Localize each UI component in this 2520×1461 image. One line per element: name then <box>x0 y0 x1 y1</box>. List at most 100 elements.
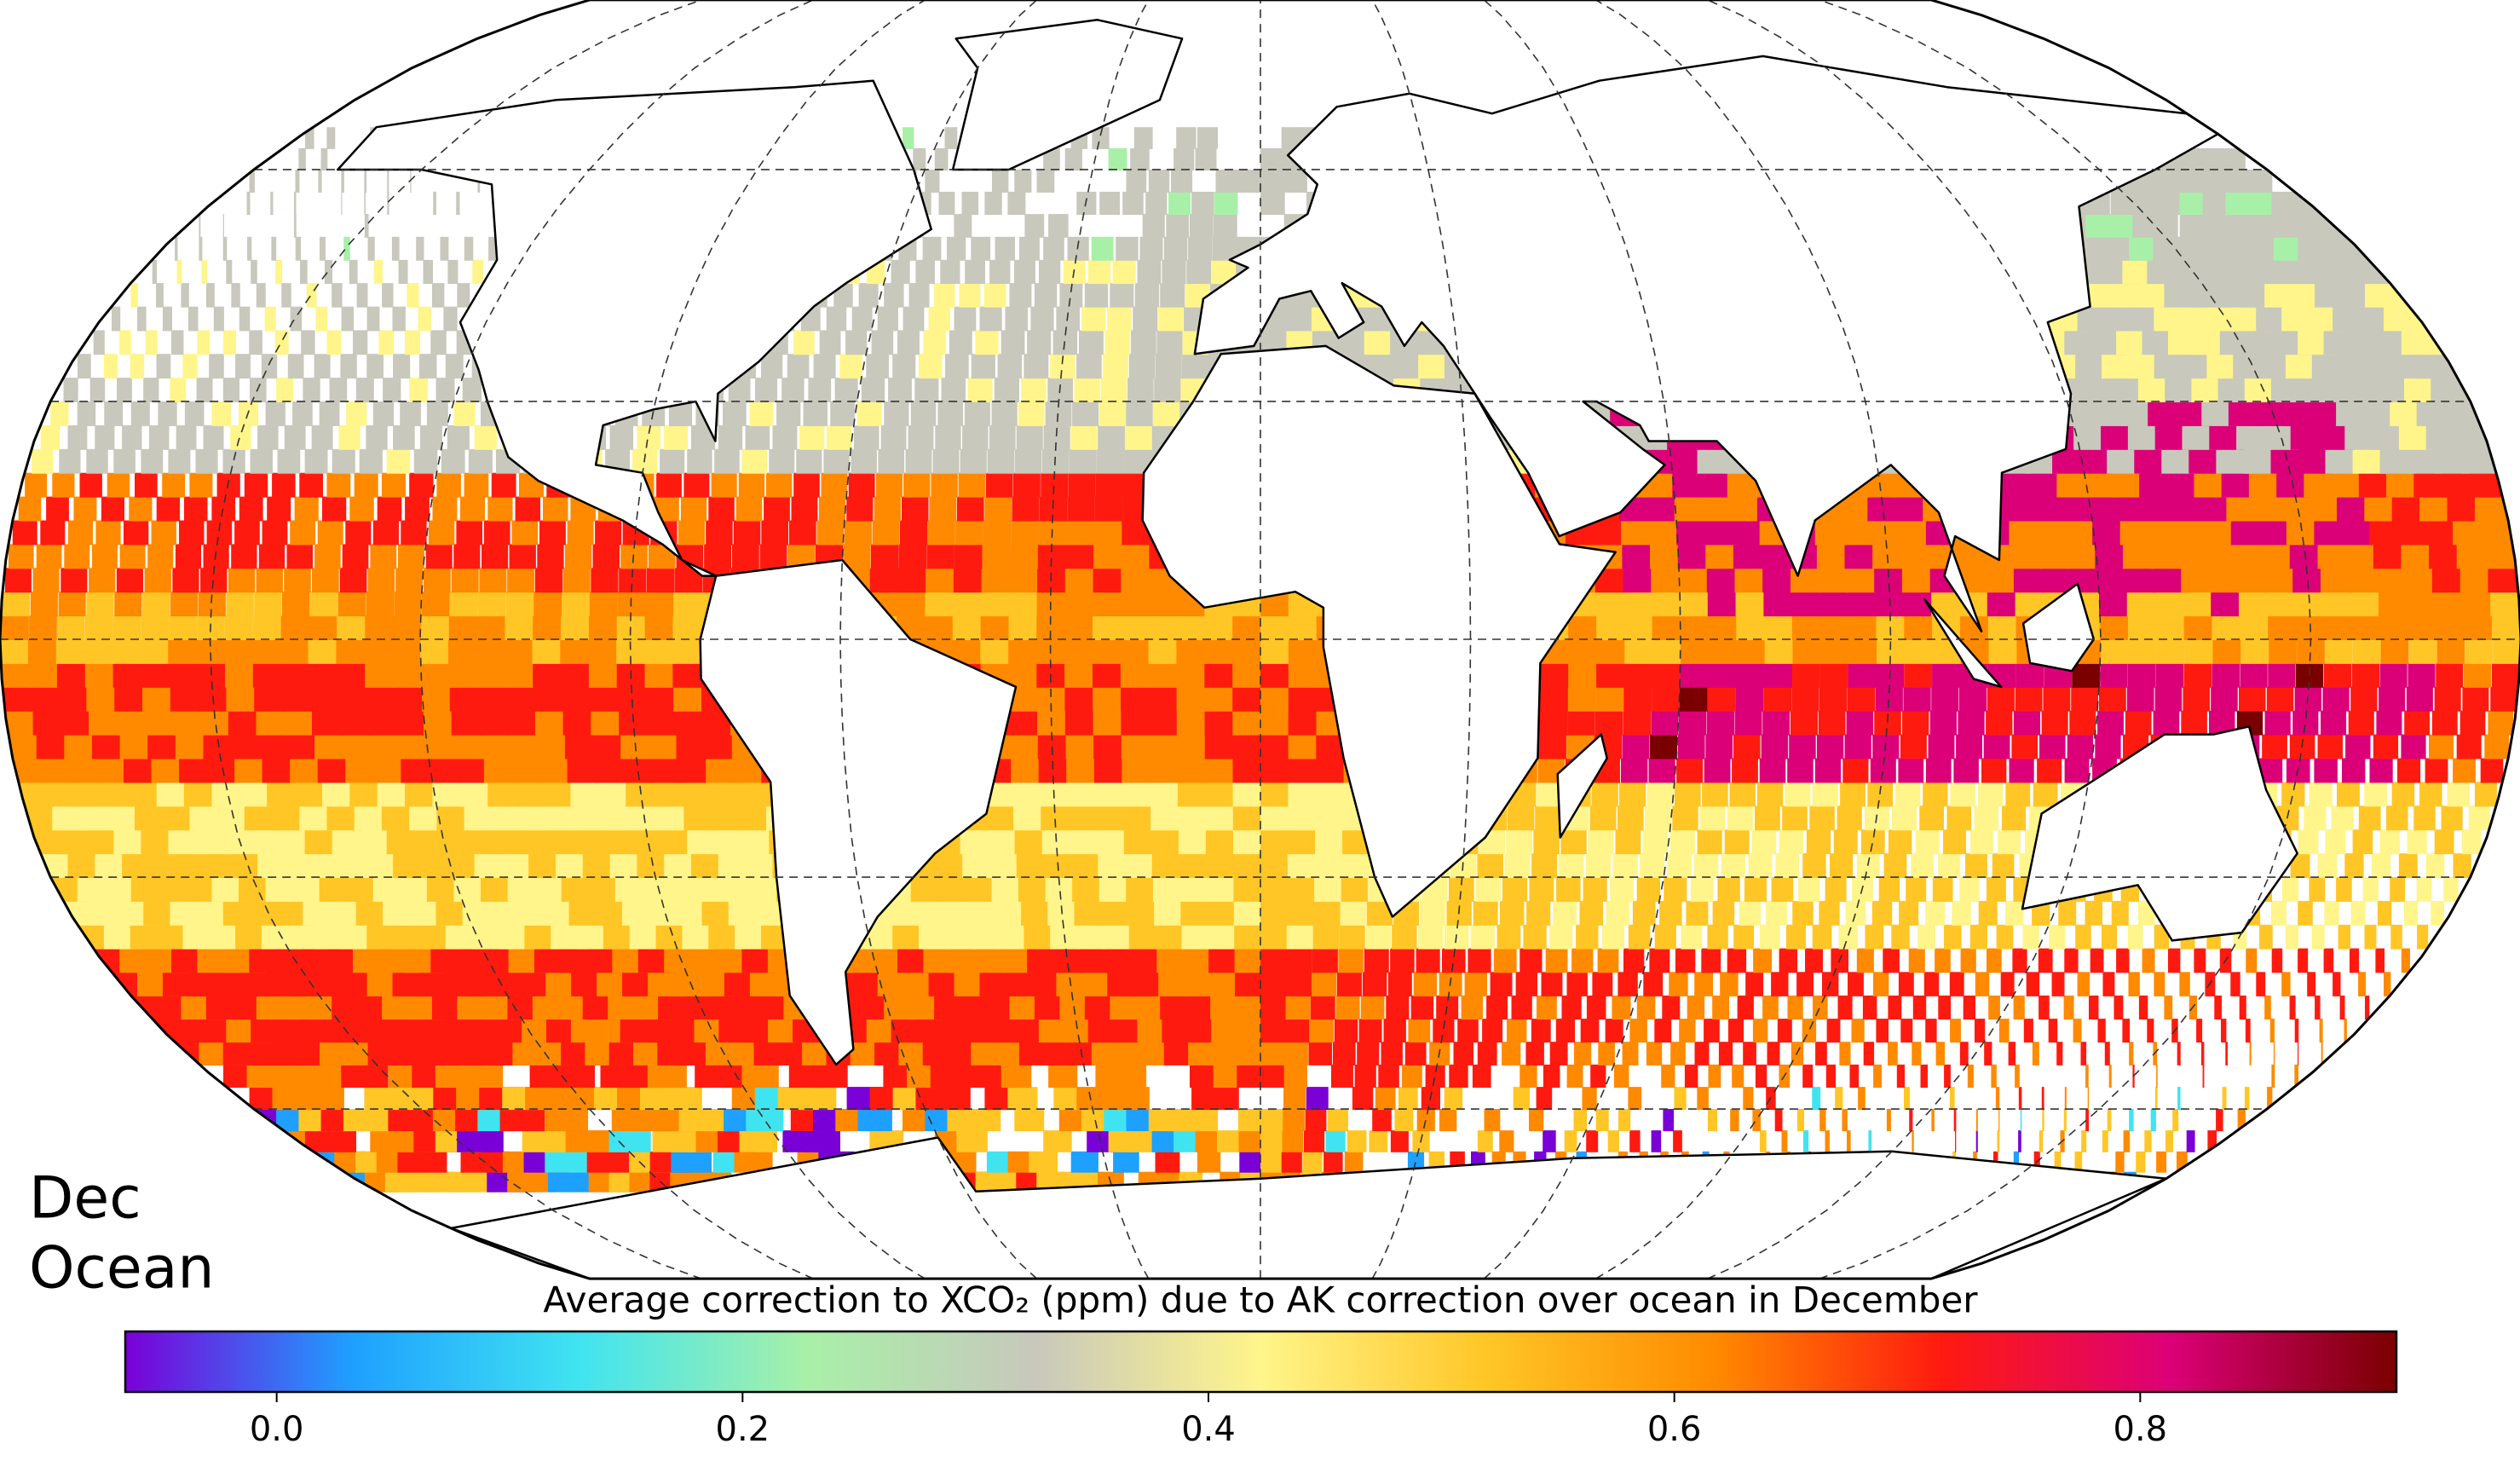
data-cell <box>1260 877 1289 902</box>
data-cell <box>1099 401 1126 426</box>
data-cell <box>1744 877 1767 902</box>
data-cell <box>1464 972 1487 996</box>
data-cell <box>1112 259 1136 285</box>
colorbar-tick-label: 0.2 <box>716 1410 770 1449</box>
data-cell <box>295 236 302 261</box>
data-cell <box>1181 354 1208 379</box>
data-cell <box>844 520 872 546</box>
data-cell <box>1975 972 1990 996</box>
data-cell <box>1674 1087 1687 1111</box>
data-cell <box>509 544 536 569</box>
data-cell <box>114 686 146 712</box>
data-cell <box>2125 568 2156 593</box>
data-cell <box>342 734 374 759</box>
data-cell <box>1992 853 2015 878</box>
data-cell <box>1312 924 1340 950</box>
data-cell <box>1798 877 1820 902</box>
data-cell <box>1531 1019 1551 1043</box>
data-cell <box>1149 734 1179 759</box>
data-cell <box>1978 900 1998 926</box>
data-cell <box>953 592 982 617</box>
data-cell <box>537 734 568 759</box>
data-cell <box>67 424 88 450</box>
meridian <box>1819 0 2312 1279</box>
data-cell <box>1986 877 2006 902</box>
data-cell <box>1672 472 1704 498</box>
data-cell <box>1260 1109 1283 1132</box>
data-cell <box>1190 214 1214 238</box>
data-cell <box>1805 948 1823 973</box>
data-cell <box>1484 1109 1501 1132</box>
data-cell <box>1771 972 1789 996</box>
data-cell <box>1818 568 1848 593</box>
data-cell <box>708 782 740 807</box>
data-cell <box>199 214 201 238</box>
data-cell <box>1932 662 1960 688</box>
data-cell <box>89 378 106 402</box>
data-cell <box>1579 900 1603 926</box>
data-cell <box>1925 1019 1937 1043</box>
data-cell <box>2072 662 2100 688</box>
data-cell <box>451 568 479 593</box>
data-cell <box>2271 191 2322 216</box>
data-cell <box>2181 568 2212 593</box>
data-cell <box>1752 1019 1768 1043</box>
data-cell <box>803 401 828 426</box>
data-cell <box>2408 615 2438 640</box>
data-cell <box>1152 877 1182 902</box>
data-cell <box>286 734 319 759</box>
data-cell <box>1755 1064 1767 1089</box>
data-cell <box>2150 544 2183 569</box>
data-cell <box>322 496 347 522</box>
data-cell <box>1760 1130 1767 1152</box>
data-cell <box>1158 972 1186 996</box>
data-cell <box>1341 853 1370 878</box>
data-cell <box>1016 853 1047 878</box>
data-cell <box>2384 972 2391 996</box>
data-cell <box>1260 1151 1282 1173</box>
data-cell <box>1309 1019 1334 1043</box>
data-cell <box>1720 972 1739 996</box>
data-cell <box>562 710 594 736</box>
data-cell <box>349 782 383 807</box>
data-cell <box>2474 782 2497 807</box>
data-cell <box>1260 806 1289 831</box>
data-cell <box>1354 1064 1376 1089</box>
data-cell <box>1171 1109 1197 1132</box>
data-cell <box>2331 806 2354 831</box>
data-cell <box>592 544 620 569</box>
data-cell <box>1763 686 1791 712</box>
data-cell <box>589 686 620 712</box>
data-cell <box>1191 1087 1217 1111</box>
data-cell <box>2154 592 2185 617</box>
data-cell <box>1112 1019 1141 1043</box>
data-cell <box>2345 544 2378 569</box>
data-cell <box>1508 806 1535 831</box>
data-cell <box>1005 306 1029 332</box>
data-cell <box>1122 806 1152 831</box>
data-cell <box>1067 496 1095 522</box>
data-cell <box>2384 306 2429 332</box>
data-cell <box>2089 995 2099 1020</box>
data-cell <box>1091 1042 1120 1065</box>
data-cell <box>1155 354 1182 379</box>
data-cell <box>349 496 374 522</box>
data-cell <box>2323 615 2354 640</box>
data-cell <box>1819 686 1848 712</box>
data-cell <box>1602 924 1624 950</box>
data-cell <box>1651 1130 1662 1152</box>
data-cell <box>1988 995 2000 1020</box>
data-cell <box>561 662 591 688</box>
data-cell <box>1702 782 1728 807</box>
data-cell <box>1180 900 1209 926</box>
data-cell <box>1792 639 1821 664</box>
data-cell <box>1018 401 1045 426</box>
data-cell <box>1984 1042 1992 1065</box>
data-cell <box>271 236 277 261</box>
data-cell <box>432 496 458 522</box>
data-cell <box>1632 900 1656 926</box>
data-cell <box>1613 1064 1629 1089</box>
data-cell <box>459 496 485 522</box>
data-cell <box>2164 995 2173 1020</box>
data-cell <box>1232 639 1261 664</box>
